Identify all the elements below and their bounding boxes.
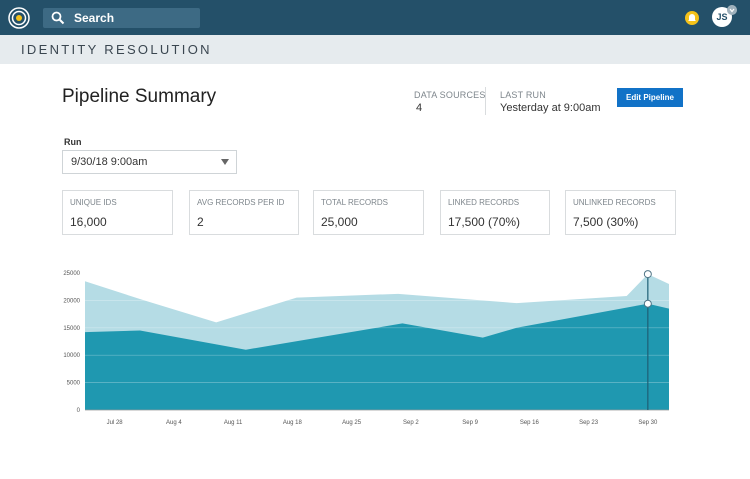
stat-card-unlinked-records: UNLINKED RECORDS 7,500 (30%) [565,190,676,235]
y-tick-label: 15000 [63,326,80,332]
run-label: Run [64,137,82,147]
search-icon [51,11,65,25]
meta-divider [485,87,486,115]
x-tick-label: Sep 2 [403,420,419,426]
y-tick-label: 5000 [67,381,81,387]
stat-card-unique-ids: UNIQUE IDS 16,000 [62,190,173,235]
stat-value: 16,000 [70,215,107,229]
stat-card-linked-records: LINKED RECORDS 17,500 (70%) [440,190,550,235]
edit-pipeline-button[interactable]: Edit Pipeline [617,88,683,107]
y-tick-label: 25000 [63,271,80,277]
section-header-bar [0,35,750,64]
notification-bell-icon[interactable] [684,10,700,26]
run-selected-value: 9/30/18 9:00am [71,156,148,168]
stat-value: 25,000 [321,215,358,229]
y-tick-label: 20000 [63,298,80,304]
records-area-chart[interactable]: 0 5000 10000 15000 20000 25000 Jul 28 Aug 4 Aug … [55,262,685,432]
caret-down-icon [221,159,229,165]
last-run-label: LAST RUN [500,90,546,100]
data-sources-label: DATA SOURCES [414,90,486,100]
stat-label: AVG RECORDS PER ID [197,198,285,207]
stat-label: UNIQUE IDS [70,198,117,207]
series-area-1 [85,303,669,410]
search-placeholder: Search [74,11,115,25]
page-title: Pipeline Summary [62,86,217,107]
x-tick-label: Aug 25 [342,420,362,426]
search-input[interactable]: Search [43,8,200,28]
run-select[interactable]: 9/30/18 9:00am [62,150,237,174]
x-tick-label: Sep 23 [579,420,599,426]
stat-label: UNLINKED RECORDS [573,198,656,207]
stat-value: 7,500 (30%) [573,215,639,229]
selection-point-0 [643,270,652,279]
chevron-down-icon[interactable] [727,5,737,15]
top-navigation-bar: Search JS [0,0,750,35]
x-tick-label: Aug 18 [283,420,303,426]
stat-value: 17,500 (70%) [448,215,521,229]
stat-card-avg-records: AVG RECORDS PER ID 2 [189,190,299,235]
x-tick-label: Sep 16 [520,420,540,426]
x-tick-label: Sep 9 [462,420,478,426]
y-tick-label: 10000 [63,353,80,359]
x-tick-label: Sep 30 [638,420,658,426]
stat-value: 2 [197,215,204,229]
x-tick-label: Jul 28 [107,420,124,426]
selection-point-1 [643,299,652,308]
stat-label: LINKED RECORDS [448,198,520,207]
x-tick-label: Aug 4 [166,420,182,426]
stat-label: TOTAL RECORDS [321,198,388,207]
data-sources-value: 4 [416,102,423,114]
section-title: IDENTITY RESOLUTION [21,42,212,57]
x-tick-label: Aug 11 [224,420,243,426]
last-run-value: Yesterday at 9:00am [500,102,601,114]
app-logo-icon[interactable] [8,7,30,29]
y-tick-label: 0 [77,408,81,414]
stat-card-total-records: TOTAL RECORDS 25,000 [313,190,424,235]
